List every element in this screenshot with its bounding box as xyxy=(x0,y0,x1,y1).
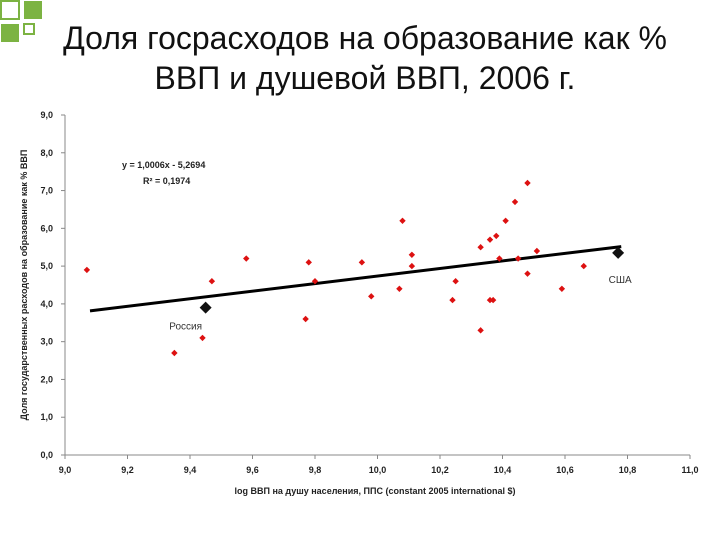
y-tick-label: 4,0 xyxy=(40,299,53,309)
trend-equation: y = 1,0006x - 5,2694 xyxy=(122,160,205,170)
y-tick-label: 2,0 xyxy=(40,374,53,384)
data-point xyxy=(243,255,250,262)
y-tick-label: 7,0 xyxy=(40,186,53,196)
slide-title: Доля госрасходов на образование как % ВВ… xyxy=(20,18,710,98)
data-point xyxy=(171,349,178,357)
data-point xyxy=(524,270,531,277)
highlight-label: США xyxy=(609,275,632,286)
x-tick-label: 9,0 xyxy=(59,465,72,475)
x-axis: 9,0 9,2 9,4 9,6 9,8 10,0 10,2 10,4 10,6 10,8 11,0 xyxy=(59,454,699,475)
x-tick-label: 9,4 xyxy=(184,465,197,475)
data-point xyxy=(368,293,375,300)
data-point xyxy=(208,278,216,285)
deco-square-4 xyxy=(23,23,35,35)
data-point xyxy=(486,236,494,243)
trend-line xyxy=(89,245,622,313)
deco-square-1 xyxy=(0,0,20,20)
x-tick-label: 9,2 xyxy=(121,465,134,475)
x-tick-label: 10,2 xyxy=(431,465,449,475)
data-point xyxy=(514,255,522,262)
y-tick-label: 8,0 xyxy=(40,148,53,158)
data-point xyxy=(358,259,366,266)
data-point xyxy=(311,278,319,285)
y-tick-label: 6,0 xyxy=(40,223,53,233)
data-point xyxy=(477,327,484,334)
highlight-point xyxy=(199,301,212,314)
data-point xyxy=(449,296,456,304)
scatter-chart: 0,0 1,0 2,0 3,0 4,0 5,0 6,0 7,0 8,0 9,0 9,0 9,2 9,4… xyxy=(19,110,699,496)
data-point xyxy=(199,334,206,342)
x-tick-label: 10,4 xyxy=(494,465,512,475)
highlight-points: Россия США xyxy=(169,246,632,333)
y-axis: 0,0 1,0 2,0 3,0 4,0 5,0 6,0 7,0 8,0 9,0 xyxy=(40,110,66,460)
data-point xyxy=(452,278,459,285)
data-point xyxy=(302,315,309,323)
slide-title-line-1: Доля госрасходов на образование как % xyxy=(63,20,667,56)
data-point xyxy=(511,198,519,206)
data-point xyxy=(477,244,484,251)
x-tick-label: 10,8 xyxy=(619,465,637,475)
data-point xyxy=(408,251,416,258)
data-point xyxy=(502,217,509,224)
y-tick-label: 1,0 xyxy=(40,412,53,422)
data-point xyxy=(533,247,541,255)
y-tick-label: 5,0 xyxy=(40,261,53,271)
y-axis-label: Доля государственных расходов на образов… xyxy=(19,150,29,421)
x-tick-label: 9,6 xyxy=(246,465,259,475)
deco-square-3 xyxy=(1,24,19,42)
data-point xyxy=(496,255,503,262)
x-tick-label: 10,6 xyxy=(556,465,574,475)
data-point xyxy=(83,266,91,274)
data-point xyxy=(305,259,312,266)
data-point xyxy=(493,232,500,240)
slide-decoration xyxy=(0,0,42,42)
x-tick-label: 10,0 xyxy=(369,465,387,475)
data-points xyxy=(83,179,587,357)
data-point xyxy=(408,262,416,270)
data-point xyxy=(489,296,497,304)
x-tick-label: 11,0 xyxy=(681,465,698,475)
data-point xyxy=(399,217,406,224)
x-tick-label: 9,8 xyxy=(309,465,322,475)
data-point xyxy=(524,179,531,187)
r-squared: R² = 0,1974 xyxy=(143,176,190,186)
data-point xyxy=(580,262,587,270)
highlight-point xyxy=(612,246,625,259)
slide-title-line-2: ВВП и душевой ВВП, 2006 г. xyxy=(154,60,576,96)
data-point xyxy=(558,285,566,292)
y-tick-label: 3,0 xyxy=(40,337,53,347)
highlight-label: Россия xyxy=(169,322,202,333)
data-point xyxy=(396,285,403,292)
y-tick-label: 0,0 xyxy=(40,450,53,460)
deco-square-2 xyxy=(24,1,42,19)
x-axis-label: log ВВП на душу населения, ППС (constant… xyxy=(235,486,516,496)
y-tick-label: 9,0 xyxy=(40,110,53,120)
